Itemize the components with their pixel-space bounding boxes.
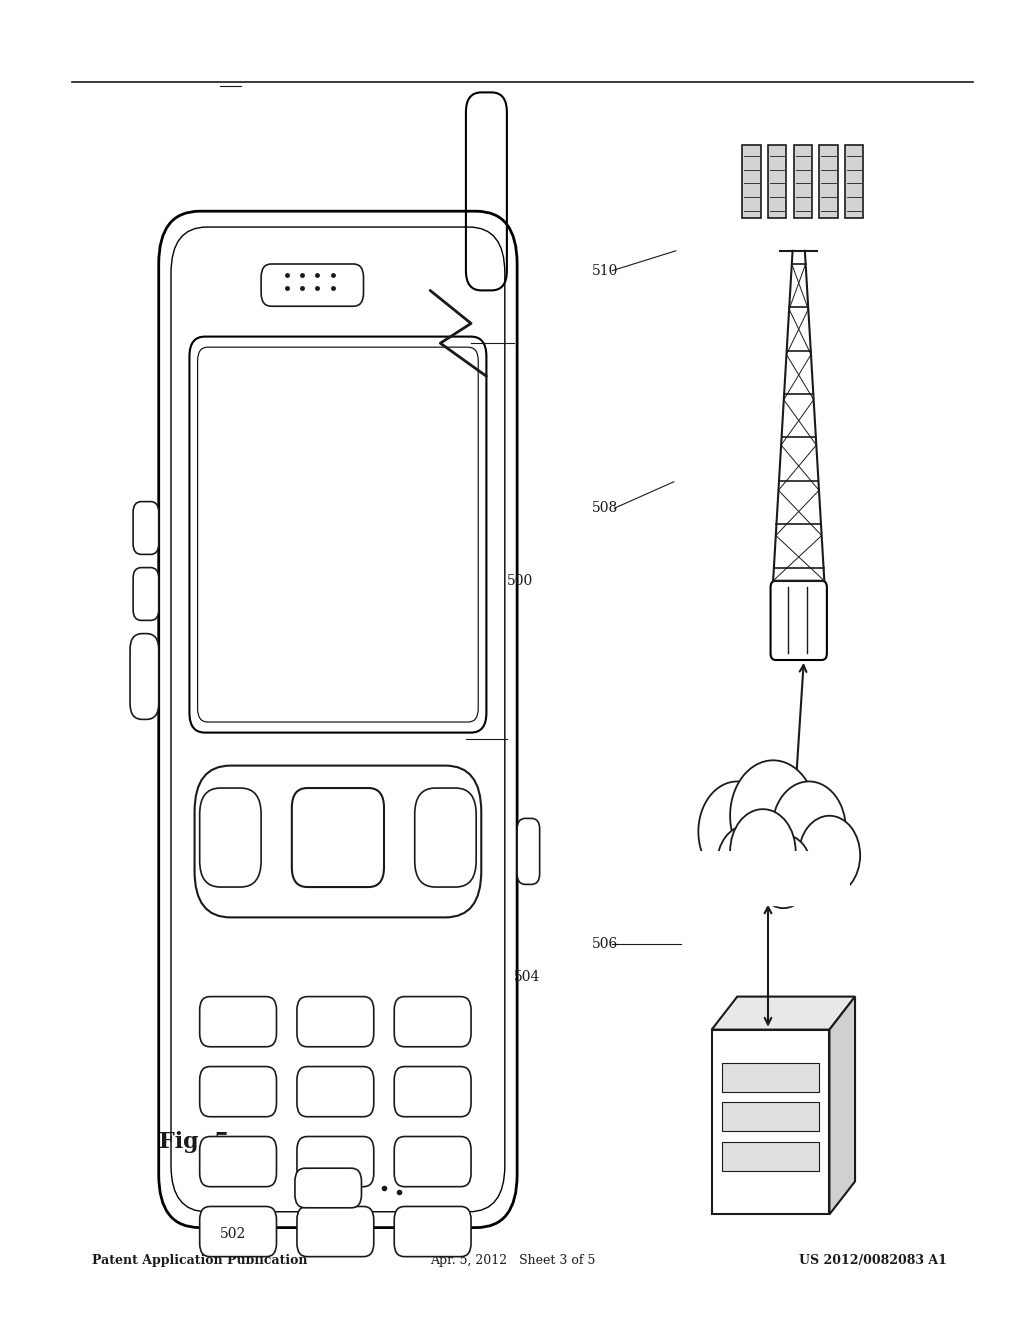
Circle shape <box>698 781 776 882</box>
Text: 506: 506 <box>592 937 618 950</box>
FancyBboxPatch shape <box>295 1168 361 1208</box>
Text: Fig. 5: Fig. 5 <box>159 1131 229 1152</box>
Text: 500: 500 <box>507 574 534 587</box>
Text: 502: 502 <box>220 1228 247 1241</box>
FancyBboxPatch shape <box>297 997 374 1047</box>
FancyBboxPatch shape <box>297 1067 374 1117</box>
FancyBboxPatch shape <box>200 1067 276 1117</box>
Bar <box>722 1102 819 1131</box>
FancyBboxPatch shape <box>517 818 540 884</box>
FancyBboxPatch shape <box>195 766 481 917</box>
Circle shape <box>730 760 816 871</box>
Bar <box>742 145 761 218</box>
FancyBboxPatch shape <box>130 634 159 719</box>
Text: 504: 504 <box>514 970 541 983</box>
FancyBboxPatch shape <box>415 788 476 887</box>
FancyBboxPatch shape <box>200 788 261 887</box>
FancyBboxPatch shape <box>133 502 159 554</box>
Bar <box>722 1063 819 1092</box>
Text: 510: 510 <box>592 264 618 277</box>
Circle shape <box>799 816 860 895</box>
Text: 508: 508 <box>592 502 618 515</box>
FancyBboxPatch shape <box>394 1137 471 1187</box>
FancyBboxPatch shape <box>200 1137 276 1187</box>
FancyBboxPatch shape <box>394 997 471 1047</box>
FancyBboxPatch shape <box>261 264 364 306</box>
FancyBboxPatch shape <box>297 1206 374 1257</box>
FancyBboxPatch shape <box>297 1137 374 1187</box>
Circle shape <box>755 834 812 908</box>
Bar <box>845 145 863 218</box>
FancyBboxPatch shape <box>394 1206 471 1257</box>
FancyBboxPatch shape <box>133 568 159 620</box>
Bar <box>722 1142 819 1171</box>
Bar <box>712 1030 829 1214</box>
Bar <box>696 851 850 904</box>
Text: Patent Application Publication: Patent Application Publication <box>92 1254 307 1267</box>
FancyBboxPatch shape <box>200 997 276 1047</box>
Circle shape <box>717 825 778 904</box>
Polygon shape <box>829 997 855 1214</box>
FancyBboxPatch shape <box>292 788 384 887</box>
FancyBboxPatch shape <box>394 1067 471 1117</box>
Bar <box>794 145 812 218</box>
FancyBboxPatch shape <box>200 1206 276 1257</box>
Circle shape <box>772 781 846 876</box>
Circle shape <box>730 809 796 894</box>
Polygon shape <box>712 997 855 1030</box>
Text: Apr. 5, 2012   Sheet 3 of 5: Apr. 5, 2012 Sheet 3 of 5 <box>430 1254 595 1267</box>
Bar <box>819 145 838 218</box>
Bar <box>768 145 786 218</box>
Text: US 2012/0082083 A1: US 2012/0082083 A1 <box>799 1254 946 1267</box>
